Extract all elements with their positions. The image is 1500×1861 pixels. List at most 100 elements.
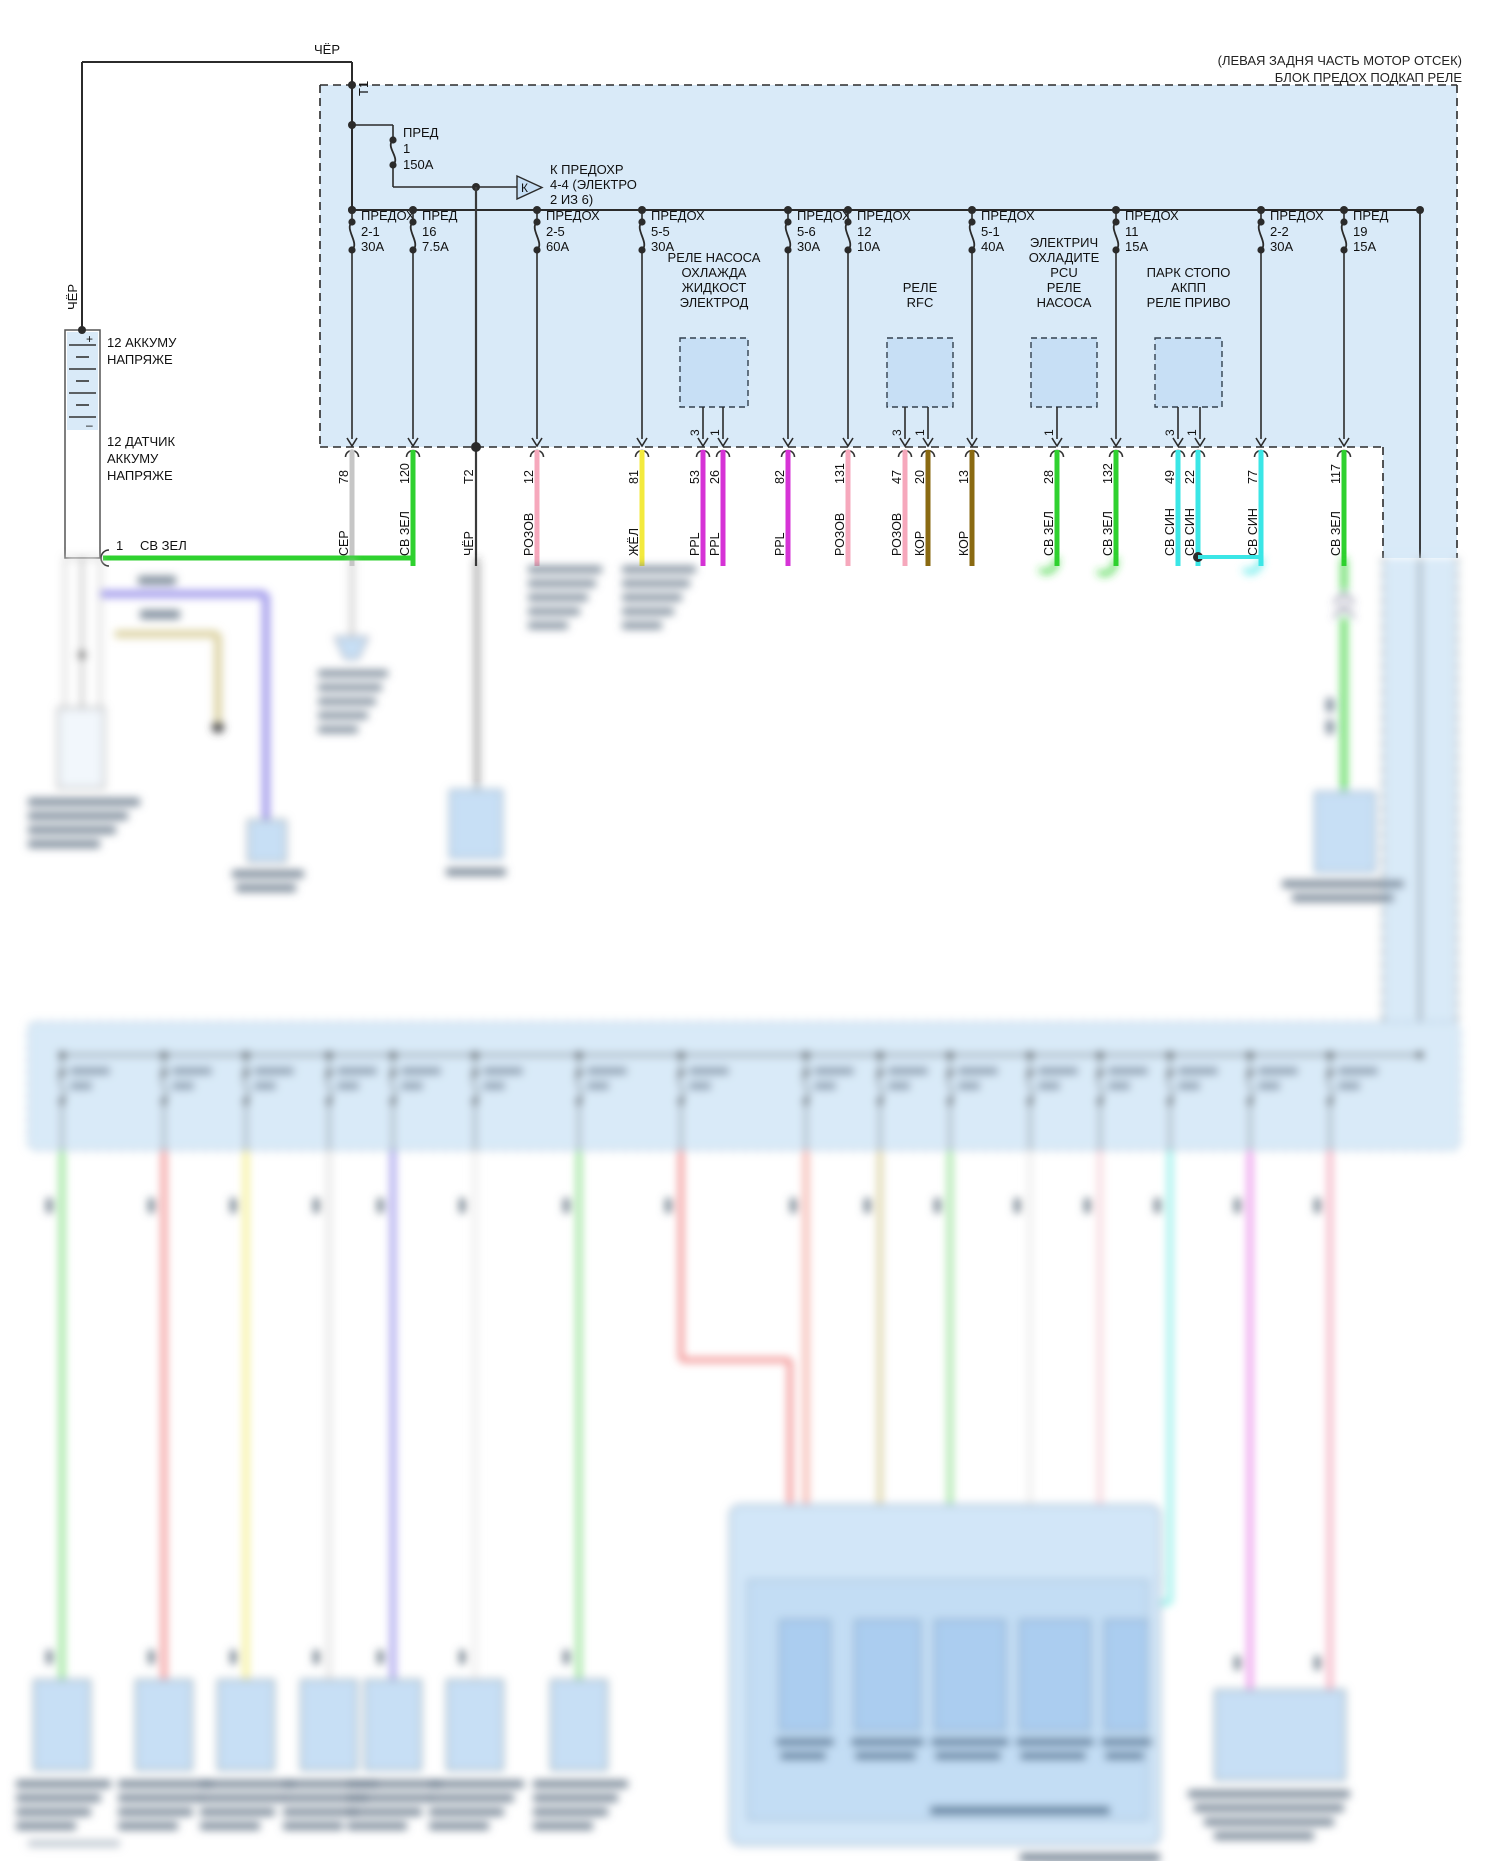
fuse-num: 12 bbox=[857, 224, 871, 239]
bottom-connector-box bbox=[33, 1679, 91, 1771]
fuse-amps: 30А bbox=[361, 239, 384, 254]
blurred-text-bar bbox=[1292, 894, 1394, 902]
blurred-text-bar bbox=[958, 1082, 980, 1090]
blurred-text-bar bbox=[1314, 1656, 1321, 1670]
blurred-text-bar bbox=[1084, 1198, 1091, 1213]
fuse-amps: 30А bbox=[651, 239, 674, 254]
fuse-name: ПРЕДОХ bbox=[797, 208, 851, 223]
blurred-text-bar bbox=[528, 580, 596, 587]
blurred-text-bar bbox=[1105, 1752, 1144, 1760]
blurred-text-bar bbox=[1020, 1853, 1160, 1861]
blurred-text-bar bbox=[429, 1780, 524, 1788]
wire-color-name: СВ СИН bbox=[1163, 508, 1177, 556]
exit-wire-132: 132 СВ ЗЕЛ bbox=[1101, 449, 1124, 566]
wire-color-name: ЧЁР bbox=[462, 531, 476, 556]
blurred-text-bar bbox=[776, 1738, 834, 1746]
wire-color-label-cher-vert: ЧЁР bbox=[65, 284, 80, 310]
fuse-element bbox=[1026, 1072, 1034, 1102]
wire-color-name: СЕР bbox=[337, 530, 351, 556]
exit-wire-53: 53 PPL bbox=[688, 449, 711, 566]
arrowhead bbox=[346, 437, 358, 448]
blurred-text-bar bbox=[1178, 1067, 1218, 1075]
blurred-text-bar bbox=[429, 1822, 489, 1830]
blurred-text-bar bbox=[230, 1198, 237, 1213]
relay-label: ЖИДКОСТ bbox=[682, 280, 747, 295]
fuse-num: 5-5 bbox=[651, 224, 670, 239]
fuse-name: ПРЕД bbox=[1353, 208, 1389, 223]
fuse-element bbox=[348, 221, 356, 251]
blurred-text-bar bbox=[934, 1198, 941, 1213]
fuse-element bbox=[242, 1072, 250, 1102]
arrowhead bbox=[636, 437, 648, 448]
bottom-connector-box bbox=[550, 1679, 608, 1771]
blurred-text-bar bbox=[318, 684, 382, 691]
fuse-name: ПРЕДОХ bbox=[361, 208, 415, 223]
blurred-text-bar bbox=[283, 1822, 343, 1830]
fuse-element bbox=[471, 1072, 479, 1102]
fuse-name: ПРЕДОХ bbox=[651, 208, 705, 223]
relay-label: АКПП bbox=[1171, 280, 1206, 295]
fuse-element bbox=[1340, 221, 1348, 251]
blurred-text-bar bbox=[1204, 1818, 1334, 1826]
blurred-text-bar bbox=[283, 1808, 358, 1816]
wire-pin-number: 132 bbox=[1101, 463, 1115, 484]
wire-color-name: СВ ЗЕЛ bbox=[1101, 511, 1115, 556]
blurred-text-bar bbox=[1038, 1082, 1060, 1090]
blurred-text-bar bbox=[533, 1780, 628, 1788]
exit-wire-120: 120 СВ ЗЕЛ bbox=[398, 449, 421, 566]
battery-minus: – bbox=[86, 418, 93, 432]
blurred-text-bar bbox=[318, 712, 368, 719]
fuse-amps: 60А bbox=[546, 239, 569, 254]
location-line2: БЛОК ПРЕДОХ ПОДКАП РЕЛЕ bbox=[1274, 70, 1462, 85]
inner-relay-box bbox=[1019, 1619, 1091, 1731]
relay-box bbox=[886, 337, 954, 408]
wire-color-name: ЖЁЛ bbox=[627, 528, 641, 556]
fuse-element bbox=[389, 1072, 397, 1102]
blurred-text-bar bbox=[622, 594, 682, 601]
inline-connector bbox=[1333, 604, 1355, 619]
blurred-text-bar bbox=[172, 1067, 212, 1075]
arrowhead bbox=[1110, 437, 1122, 448]
fuse-element bbox=[58, 1072, 66, 1102]
blurred-text-bar bbox=[459, 1198, 466, 1213]
battery-top-label: 12 АККУМУ bbox=[107, 335, 177, 350]
blurred-text-bar bbox=[230, 1650, 237, 1664]
blurred-text-bar bbox=[780, 1752, 826, 1760]
blurred-text-bar bbox=[1326, 720, 1334, 734]
blurred-text-bar bbox=[401, 1067, 441, 1075]
blurred-text-bar bbox=[347, 1780, 442, 1788]
fuse-num: 11 bbox=[1125, 224, 1139, 239]
blurred-text-bar bbox=[16, 1822, 76, 1830]
wire-color-name: СВ СИН bbox=[1246, 508, 1260, 556]
blurred-text-bar bbox=[563, 1198, 570, 1213]
junction-dot bbox=[212, 721, 224, 733]
k-reference-letter: К bbox=[521, 181, 528, 195]
blurred-text-bar bbox=[28, 1840, 120, 1847]
blurred-lower-section bbox=[16, 557, 1461, 1861]
blurred-text-bar bbox=[888, 1082, 910, 1090]
blurred-text-bar bbox=[587, 1067, 627, 1075]
location-header: (ЛЕВАЯ ЗАДНЯ ЧАСТЬ МОТОР ОТСЕК) БЛОК ПРЕ… bbox=[1218, 52, 1462, 86]
blurred-text-bar bbox=[429, 1794, 514, 1802]
wire-curl bbox=[1038, 557, 1059, 574]
k-reference-text: 4-4 (ЭЛЕКТРО bbox=[550, 177, 637, 192]
inner-relay-box bbox=[1104, 1619, 1149, 1731]
relay-label: ЭЛЕКТРОД bbox=[680, 295, 749, 310]
blurred-text-bar bbox=[1108, 1082, 1130, 1090]
fuse-amps: 10А bbox=[857, 239, 880, 254]
battery-top-label: НАПРЯЖЕ bbox=[107, 352, 173, 367]
arrowhead bbox=[407, 437, 419, 448]
fuse-name: ПРЕДОХ bbox=[546, 208, 600, 223]
bottom-connector-box bbox=[217, 1679, 275, 1771]
blurred-text-bar bbox=[1194, 1804, 1344, 1812]
inner-relay-box bbox=[854, 1619, 921, 1731]
relay-label: РЕЛЕ ПРИВО bbox=[1147, 295, 1231, 310]
blurred-text-bar bbox=[790, 1198, 797, 1213]
fuse-amps: 30А bbox=[1270, 239, 1293, 254]
